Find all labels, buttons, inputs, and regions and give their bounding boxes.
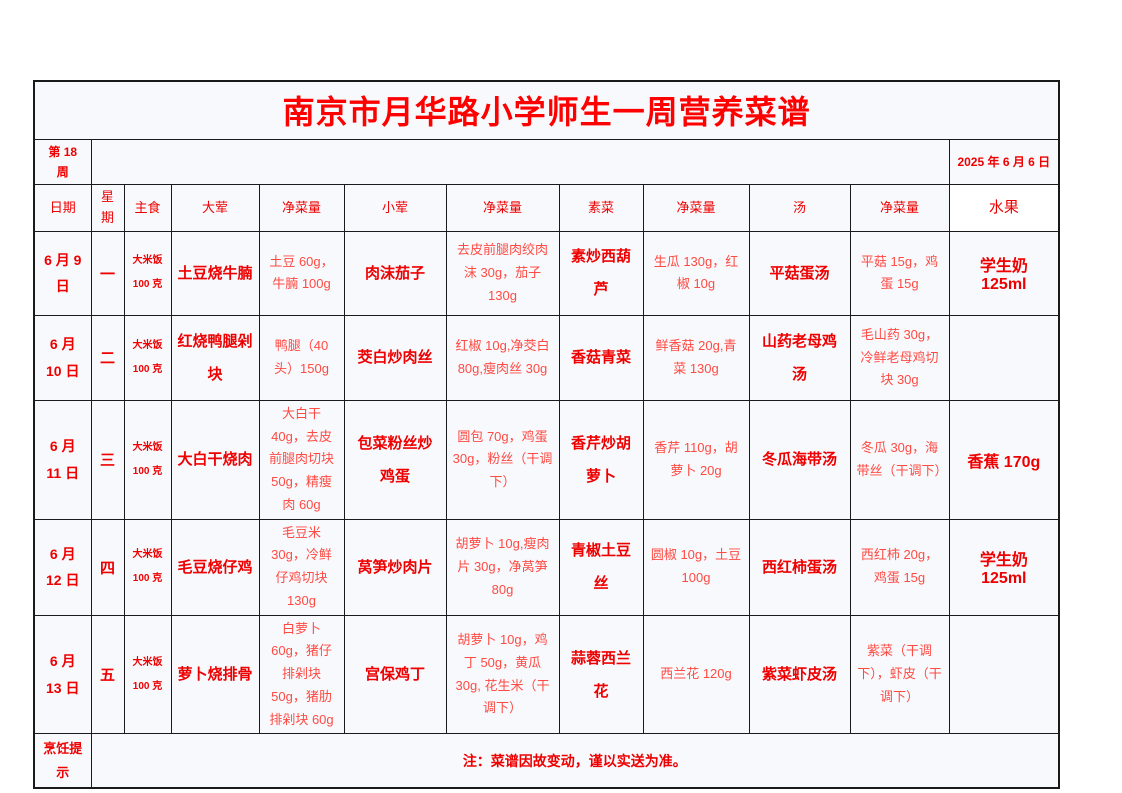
veg-qty-cell: 西兰花 120g [642,614,750,735]
soup-cell: 西红柿蛋汤 [748,518,851,616]
veg-cell: 青椒土豆丝 [558,518,644,616]
veg-qty-cell: 鲜香菇 20g,青菜 130g [642,314,750,401]
weekday-cell: 三 [90,399,125,520]
week-number: 第 18 周 [33,138,92,186]
big-meat-qty-cell: 大白干 40g，去皮前腿肉切块 50g，精瘦肉 60g [258,399,345,520]
cooking-tips-label: 烹饪提示 [33,733,92,789]
col-header-qty-4: 净菜量 [849,184,950,232]
col-header-qty-1: 净菜量 [258,184,345,232]
veg-qty-cell: 圆椒 10g，土豆 100g [642,518,750,616]
veg-qty-cell: 生瓜 130g，红椒 10g [642,230,750,316]
week-row-spacer [90,138,950,186]
col-header-staple: 主食 [123,184,172,232]
col-header-fruit: 水果 [948,184,1060,232]
big-meat-qty-cell: 白萝卜 60g，猪仔排剁块 50g，猪肋排剁块 60g [258,614,345,735]
week-row: 第 18 周 2025 年 6 月 6 日 [33,138,1060,186]
staple-cell: 大米饭 100 克 [123,399,172,520]
col-header-weekday: 星期 [90,184,125,232]
veg-cell: 香芹炒胡萝卜 [558,399,644,520]
date-cell: 6 月 9 日 [33,230,92,316]
weekday-cell: 二 [90,314,125,401]
footer-row: 烹饪提示 注：菜谱因故变动，谨以实送为准。 [33,733,1060,789]
big-meat-qty-cell: 土豆 60g，牛腩 100g [258,230,345,316]
menu-sheet: 南京市月华路小学师生一周营养菜谱 第 18 周 2025 年 6 月 6 日 日… [33,80,1061,789]
small-meat-cell: 包菜粉丝炒鸡蛋 [343,399,447,520]
soup-qty-cell: 西红柿 20g，鸡蛋 15g [849,518,950,616]
soup-qty-cell: 冬瓜 30g，海带丝（干调下） [849,399,950,520]
menu-row-wednesday: 6 月 11 日 三 大米饭 100 克 大白干烧肉 大白干 40g，去皮前腿肉… [33,399,1060,520]
menu-row-thursday: 6 月 12 日 四 大米饭 100 克 毛豆烧仔鸡 毛豆米 30g，冷鲜仔鸡切… [33,518,1060,616]
staple-cell: 大米饭 100 克 [123,518,172,616]
date-cell: 6 月 11 日 [33,399,92,520]
big-meat-cell: 毛豆烧仔鸡 [170,518,260,616]
soup-qty-cell: 紫菜（干调下），虾皮（干调下） [849,614,950,735]
small-meat-qty-cell: 胡萝卜 10g，鸡丁 50g，黄瓜 30g, 花生米（干调下） [445,614,560,735]
col-header-qty-3: 净菜量 [642,184,750,232]
small-meat-qty-cell: 胡萝卜 10g,瘦肉片 30g，净莴笋 80g [445,518,560,616]
col-header-date: 日期 [33,184,92,232]
big-meat-cell: 土豆烧牛腩 [170,230,260,316]
veg-cell: 香菇青菜 [558,314,644,401]
menu-row-friday: 6 月 13 日 五 大米饭 100 克 萝卜烧排骨 白萝卜 60g，猪仔排剁块… [33,614,1060,735]
staple-cell: 大米饭 100 克 [123,230,172,316]
menu-disclaimer-note: 注：菜谱因故变动，谨以实送为准。 [90,733,1060,789]
fruit-cell [948,614,1060,735]
small-meat-qty-cell: 去皮前腿肉绞肉沫 30g，茄子 130g [445,230,560,316]
big-meat-qty-cell: 鸭腿（40 头）150g [258,314,345,401]
soup-qty-cell: 毛山药 30g，冷鲜老母鸡切块 30g [849,314,950,401]
staple-cell: 大米饭 100 克 [123,314,172,401]
issue-date: 2025 年 6 月 6 日 [948,138,1060,186]
col-header-veg: 素菜 [558,184,644,232]
soup-cell: 山药老母鸡汤 [748,314,851,401]
big-meat-cell: 红烧鸭腿剁块 [170,314,260,401]
small-meat-qty-cell: 圆包 70g，鸡蛋 30g，粉丝（干调下） [445,399,560,520]
col-header-qty-2: 净菜量 [445,184,560,232]
small-meat-cell: 莴笋炒肉片 [343,518,447,616]
small-meat-cell: 宫保鸡丁 [343,614,447,735]
big-meat-cell: 大白干烧肉 [170,399,260,520]
weekday-cell: 一 [90,230,125,316]
staple-cell: 大米饭 100 克 [123,614,172,735]
fruit-cell: 学生奶 125ml [948,518,1060,616]
small-meat-cell: 茭白炒肉丝 [343,314,447,401]
col-header-big-meat: 大荤 [170,184,260,232]
title-row: 南京市月华路小学师生一周营养菜谱 [33,80,1060,140]
fruit-cell [948,314,1060,401]
soup-qty-cell: 平菇 15g，鸡蛋 15g [849,230,950,316]
menu-row-monday: 6 月 9 日 一 大米饭 100 克 土豆烧牛腩 土豆 60g，牛腩 100g… [33,230,1060,316]
small-meat-qty-cell: 红椒 10g,净茭白 80g,瘦肉丝 30g [445,314,560,401]
col-header-small-meat: 小荤 [343,184,447,232]
weekday-cell: 五 [90,614,125,735]
veg-qty-cell: 香芹 110g，胡萝卜 20g [642,399,750,520]
fruit-cell: 香蕉 170g [948,399,1060,520]
big-meat-cell: 萝卜烧排骨 [170,614,260,735]
date-cell: 6 月 12 日 [33,518,92,616]
page-title: 南京市月华路小学师生一周营养菜谱 [33,80,1060,140]
soup-cell: 平菇蛋汤 [748,230,851,316]
big-meat-qty-cell: 毛豆米 30g，冷鲜仔鸡切块 130g [258,518,345,616]
weekday-cell: 四 [90,518,125,616]
date-cell: 6 月 10 日 [33,314,92,401]
col-header-soup: 汤 [748,184,851,232]
veg-cell: 蒜蓉西兰花 [558,614,644,735]
soup-cell: 紫菜虾皮汤 [748,614,851,735]
veg-cell: 素炒西葫芦 [558,230,644,316]
menu-table: 南京市月华路小学师生一周营养菜谱 第 18 周 2025 年 6 月 6 日 日… [33,80,1061,789]
header-row: 日期 星期 主食 大荤 净菜量 小荤 净菜量 素菜 净菜量 汤 净菜量 水果 [33,184,1060,232]
menu-row-tuesday: 6 月 10 日 二 大米饭 100 克 红烧鸭腿剁块 鸭腿（40 头）150g… [33,314,1060,401]
small-meat-cell: 肉沫茄子 [343,230,447,316]
date-cell: 6 月 13 日 [33,614,92,735]
fruit-cell: 学生奶 125ml [948,230,1060,316]
soup-cell: 冬瓜海带汤 [748,399,851,520]
